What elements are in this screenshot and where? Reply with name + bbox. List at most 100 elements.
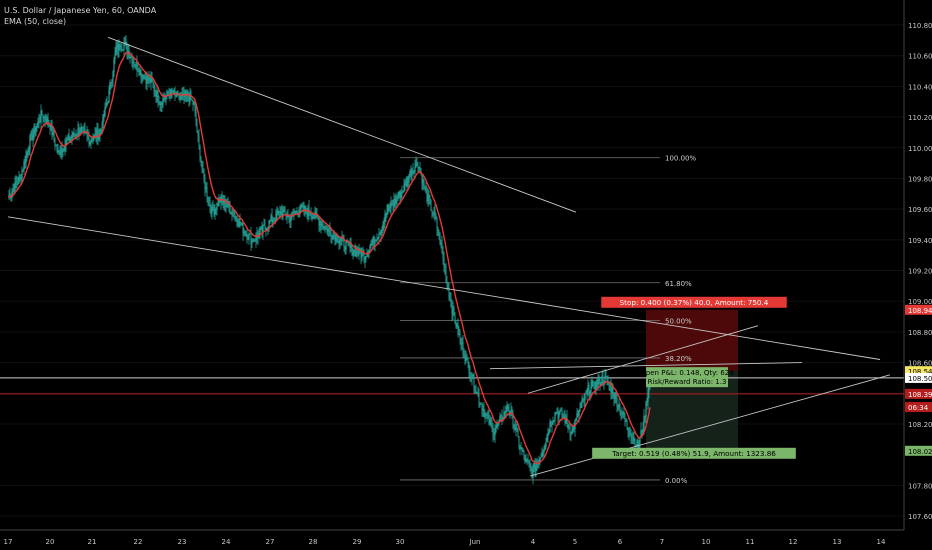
- candle-body-43: [50, 123, 52, 130]
- candle-body-244: [251, 239, 253, 244]
- candle-body-25: [32, 134, 34, 140]
- candle-body-453: [460, 337, 462, 344]
- candle-body-224: [231, 212, 233, 215]
- candle-body-171: [178, 93, 180, 99]
- price-badge-3: 108.396: [908, 391, 932, 399]
- candle-body-254: [261, 227, 263, 233]
- candle-body-190: [197, 131, 199, 136]
- candle-body-537: [544, 446, 546, 451]
- candle-body-408: [415, 162, 417, 167]
- candle-body-343: [350, 244, 352, 248]
- time-tick-6: 27: [266, 538, 275, 546]
- candle-body-390: [397, 197, 399, 200]
- candle-body-161: [168, 94, 170, 95]
- candle-body-339: [346, 241, 348, 243]
- candle-body-639: [646, 402, 648, 403]
- candle-body-578: [585, 392, 587, 394]
- time-axis[interactable]: 17 20 21 22 23 24 27 28 29 30 Jun 4 5 6 7 10 11 12 13 14: [0, 529, 932, 550]
- candle-body-479: [486, 414, 488, 417]
- candle-body-94: [101, 128, 103, 130]
- time-tick-13: 6: [618, 538, 623, 546]
- candle-body-447: [454, 315, 456, 324]
- candle-body-613: [620, 412, 622, 414]
- candle-body-165: [172, 91, 174, 95]
- candle-body-37: [44, 116, 46, 120]
- candle-body-428: [435, 217, 437, 220]
- candle-body-512: [519, 446, 521, 449]
- candle-body-574: [581, 399, 583, 404]
- candle-body-508: [515, 428, 517, 430]
- candle-body-414: [421, 174, 423, 184]
- candle-body-197: [204, 179, 206, 190]
- candle-body-271: [278, 210, 280, 212]
- candle-body-515: [522, 451, 524, 453]
- candle-body-549: [556, 412, 558, 414]
- candle-body-505: [512, 412, 514, 427]
- candle-body-357: [364, 256, 366, 261]
- candle-body-260: [267, 227, 269, 229]
- price-tick-4: 110.000: [908, 145, 932, 153]
- candle-body-75: [82, 127, 84, 129]
- candle-body-392: [399, 191, 401, 199]
- candle-body-56: [63, 150, 65, 152]
- candle-body-31: [38, 120, 40, 123]
- candle-body-463: [470, 375, 472, 377]
- candle-body-579: [586, 390, 588, 393]
- candle-body-252: [259, 229, 261, 234]
- candle-body-573: [580, 403, 582, 408]
- candle-body-61: [68, 135, 70, 142]
- candle-body-156: [163, 97, 165, 99]
- candle-body-132: [139, 69, 141, 75]
- candle-body-6: [13, 189, 15, 193]
- candle-body-444: [451, 306, 453, 315]
- candle-body-514: [521, 447, 523, 452]
- candle-body-237: [244, 231, 246, 235]
- candle-body-325: [332, 234, 334, 240]
- trendline-0: [107, 36, 577, 213]
- chart-legend: U.S. Dollar / Japanese Yen, 60, OANDA EM…: [4, 5, 156, 27]
- candle-body-23: [30, 132, 32, 136]
- fib-label-0: 100.00%: [665, 155, 696, 163]
- candle-body-376: [383, 221, 385, 224]
- candle-body-553: [560, 410, 562, 412]
- candle-body-84: [91, 140, 93, 142]
- candle-body-415: [422, 179, 424, 184]
- trendlines[interactable]: [7, 36, 891, 477]
- candle-body-336: [343, 238, 345, 248]
- candle-body-136: [143, 76, 145, 80]
- candle-body-36: [43, 116, 45, 119]
- price-tick-7: 109.400: [908, 237, 932, 245]
- candle-body-311: [318, 219, 320, 226]
- candle-body-450: [457, 323, 459, 335]
- price-badge-4: 06:34: [908, 404, 929, 412]
- candle-body-577: [584, 393, 586, 401]
- candle-body-627: [634, 438, 636, 447]
- candle-body-196: [203, 169, 205, 180]
- candle-body-532: [539, 457, 541, 463]
- candle-body-586: [593, 381, 595, 389]
- candle-body-401: [408, 176, 410, 183]
- target-label-bg: [592, 447, 796, 459]
- candle-body-234: [241, 223, 243, 226]
- candle-body-377: [384, 213, 386, 222]
- candle-body-140: [147, 75, 149, 81]
- time-tick-17: 12: [789, 538, 798, 546]
- candle-body-489: [496, 423, 498, 428]
- price-tick-8: 109.200: [908, 268, 932, 276]
- candle-body-601: [608, 384, 610, 386]
- candle-body-575: [582, 399, 584, 401]
- candle-body-384: [391, 203, 393, 205]
- candle-body-15: [22, 169, 24, 171]
- price-axis[interactable]: 110.800 110.600 110.400 110.200 110.000 109.8…: [903, 0, 932, 550]
- price-badge-5: 108.025: [908, 448, 932, 456]
- candle-body-633: [640, 429, 642, 437]
- candle-body-90: [97, 129, 99, 140]
- candle-body-65: [72, 131, 74, 138]
- candle-body-143: [150, 77, 152, 84]
- candle-body-202: [209, 200, 211, 207]
- time-tick-14: 7: [660, 538, 664, 546]
- candle-body-378: [385, 213, 387, 215]
- candle-body-605: [612, 387, 614, 397]
- candle-body-545: [552, 421, 554, 425]
